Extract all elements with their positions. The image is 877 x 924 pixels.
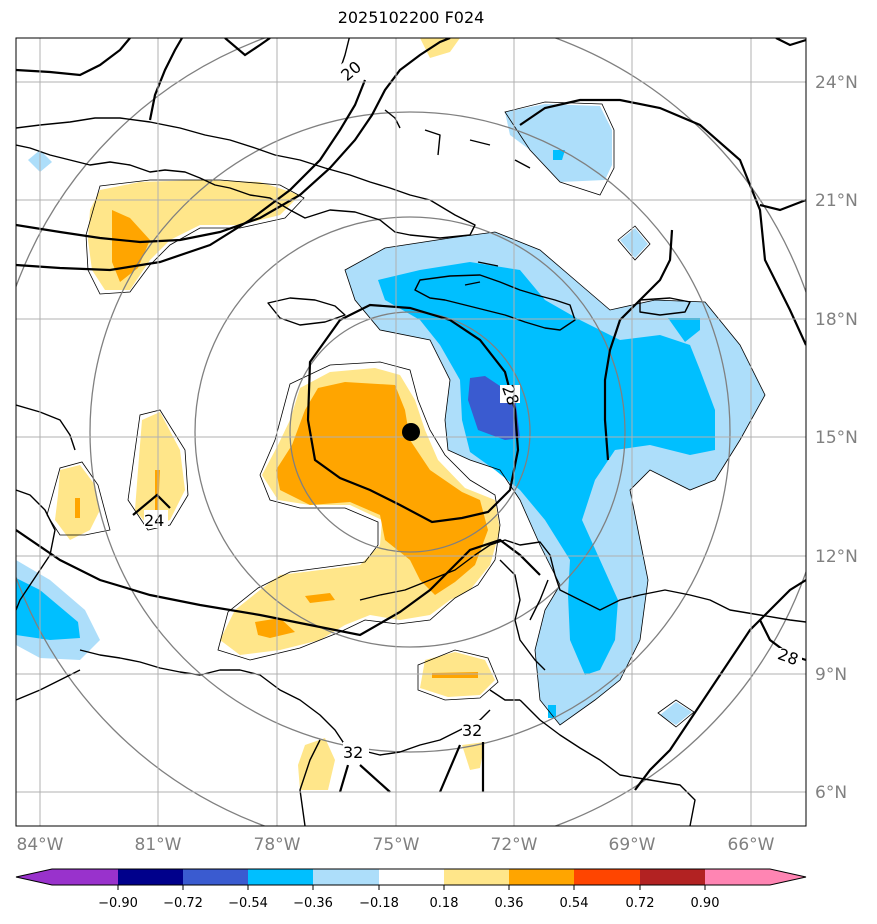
longitude-labels: 84°W 81°W 78°W 75°W 72°W 69°W 66°W (17, 835, 775, 855)
colorbar-tick-4: −0.36 (293, 896, 333, 911)
colorbar-swatch-3 (248, 869, 313, 885)
range-rings (16, 38, 806, 826)
lon-label-78: 78°W (254, 835, 301, 855)
contour-label-32b: 32 (462, 721, 482, 740)
lon-label-69: 69°W (609, 835, 656, 855)
colorbar-tick-7: 0.36 (495, 896, 524, 911)
colorbar-swatch-extend-low (16, 869, 118, 885)
negative-anomaly-medium (16, 150, 715, 718)
colorbar-tick-5: −0.18 (359, 896, 399, 911)
lat-label-24: 24°N (815, 73, 858, 93)
colorbar-tick-2: −0.72 (163, 896, 203, 911)
lat-label-9: 9°N (815, 665, 847, 685)
contour-labels: 20 28 24 28 32 32 (144, 55, 802, 762)
lat-label-18: 18°N (815, 310, 858, 330)
thick-contours (16, 38, 806, 793)
storm-center-marker (402, 423, 420, 441)
colorbar-swatch-9 (640, 869, 705, 885)
lon-label-84: 84°W (17, 835, 64, 855)
contour-label-32a: 32 (343, 743, 363, 762)
colorbar-tick-1: −0.90 (98, 896, 138, 911)
colorbar-swatch-7 (509, 869, 574, 885)
colorbar-swatch-8 (574, 869, 640, 885)
lon-label-75: 75°W (373, 835, 420, 855)
coastlines (16, 38, 806, 826)
lon-label-81: 81°W (135, 835, 182, 855)
lat-label-6: 6°N (815, 783, 847, 803)
colorbar-tick-8: 0.54 (560, 896, 589, 911)
contour-label-20: 20 (337, 57, 365, 85)
lon-label-66: 66°W (728, 835, 775, 855)
contour-label-24: 24 (144, 511, 164, 530)
map-frame (15, 37, 807, 827)
colorbar-tick-10: 0.90 (691, 896, 720, 911)
latitude-labels: 24°N 21°N 18°N 15°N 12°N 9°N 6°N (815, 73, 858, 803)
lat-label-21: 21°N (815, 191, 858, 211)
lon-label-72: 72°W (491, 835, 538, 855)
colorbar-tick-3: −0.54 (228, 896, 268, 911)
lat-label-15: 15°N (815, 428, 858, 448)
map-title: 2025102200 F024 (337, 8, 485, 27)
colorbar-swatch-extend-high (705, 869, 806, 885)
colorbar-tick-9: 0.72 (626, 896, 655, 911)
colorbar: −0.90 −0.72 −0.54 −0.36 −0.18 0.18 0.36 … (15, 868, 807, 911)
colorbar-swatch-4 (313, 869, 379, 885)
lat-label-12: 12°N (815, 547, 858, 567)
colorbar-swatch-6 (444, 869, 509, 885)
colorbar-swatch-1 (118, 869, 183, 885)
colorbar-tick-6: 0.18 (430, 896, 459, 911)
graticule (16, 38, 806, 826)
colorbar-swatch-2 (183, 869, 248, 885)
colorbar-swatch-5 (379, 869, 444, 885)
